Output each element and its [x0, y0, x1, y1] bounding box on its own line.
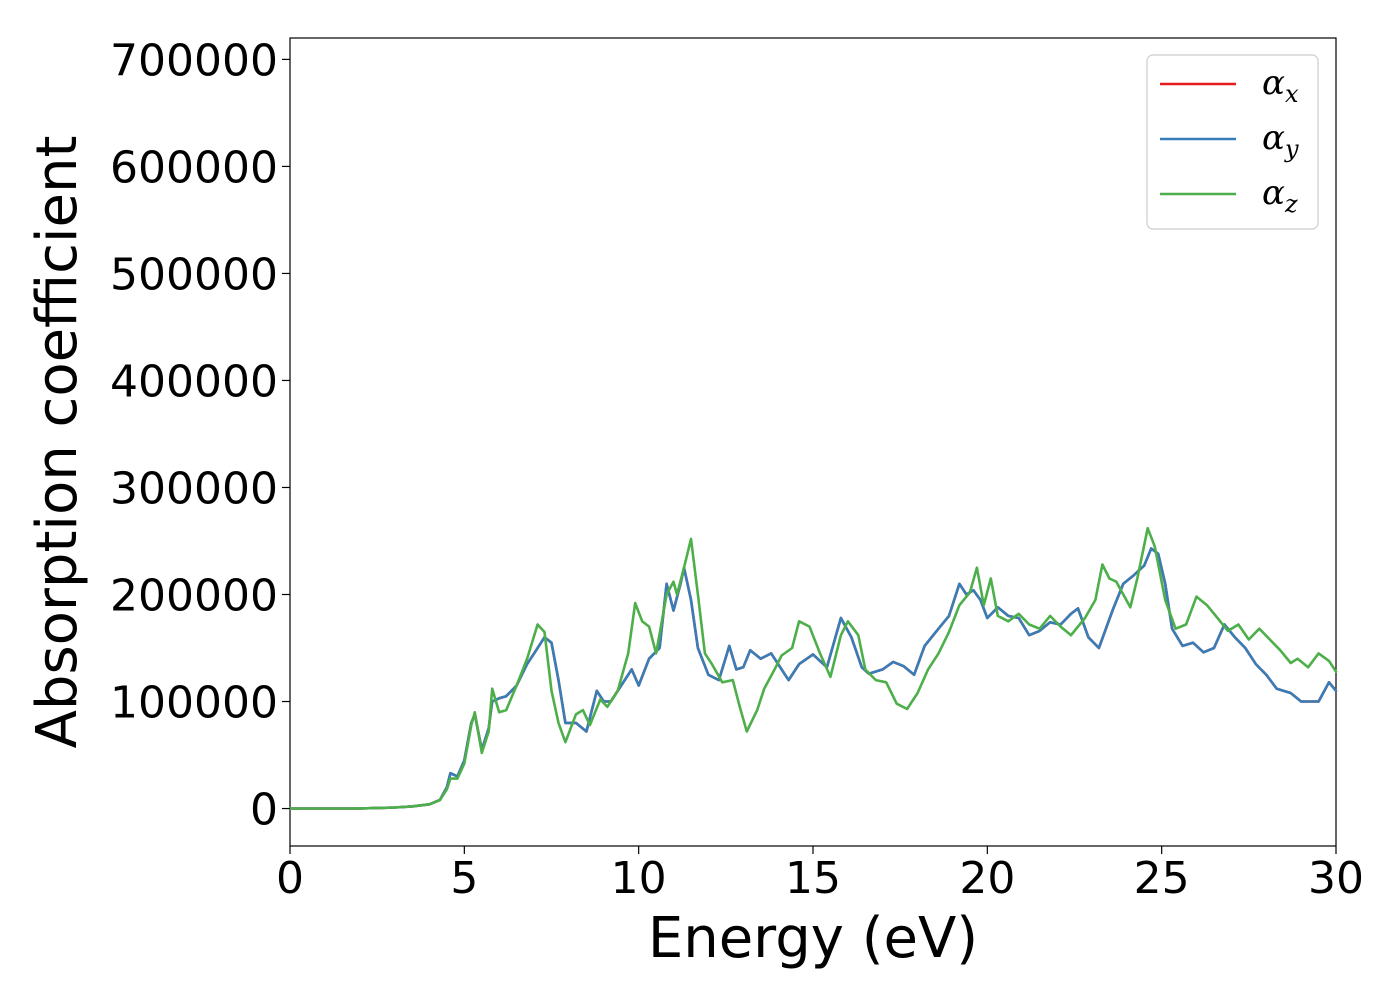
y-tick-label: 300000	[110, 463, 278, 514]
legend-label-base: α	[1262, 173, 1285, 213]
y-tick-label: 600000	[110, 142, 278, 193]
legend-label-subscript: x	[1285, 80, 1299, 108]
legend-label-subscript: y	[1284, 135, 1299, 163]
legend-box	[1146, 54, 1319, 230]
x-tick-label: 15	[785, 853, 841, 904]
x-tick-label: 25	[1134, 853, 1190, 904]
y-tick-label: 200000	[110, 571, 278, 622]
legend-label-base: α	[1262, 118, 1285, 158]
x-tick-label: 20	[959, 853, 1015, 904]
y-tick-label: 500000	[110, 249, 278, 300]
x-tick-label: 30	[1308, 853, 1364, 904]
x-tick-label: 0	[276, 853, 304, 904]
x-tick-label: 10	[611, 853, 667, 904]
x-axis-ticks: 0 5 10 15 20 25 30	[276, 846, 1364, 904]
series-line-z	[288, 526, 1338, 810]
y-tick-label: 0	[250, 785, 278, 836]
y-tick-label: 400000	[110, 356, 278, 407]
y-axis-ticks: 0 100000 200000 300000 400000 500000 600000 700…	[110, 35, 290, 836]
legend-label-y: αy	[1262, 118, 1299, 163]
legend-label-x: αx	[1262, 63, 1299, 108]
y-tick-label: 700000	[110, 35, 278, 86]
x-tick-label: 5	[450, 853, 478, 904]
legend-label-z: αz	[1262, 173, 1298, 218]
y-axis-label: Absorption coefficient	[25, 136, 90, 749]
y-tick-label: 100000	[110, 678, 278, 729]
legend-label-subscript: z	[1284, 190, 1298, 218]
legend-label-base: α	[1262, 63, 1285, 103]
x-axis-label: Energy (eV)	[648, 906, 978, 971]
series-layer	[288, 526, 1338, 810]
